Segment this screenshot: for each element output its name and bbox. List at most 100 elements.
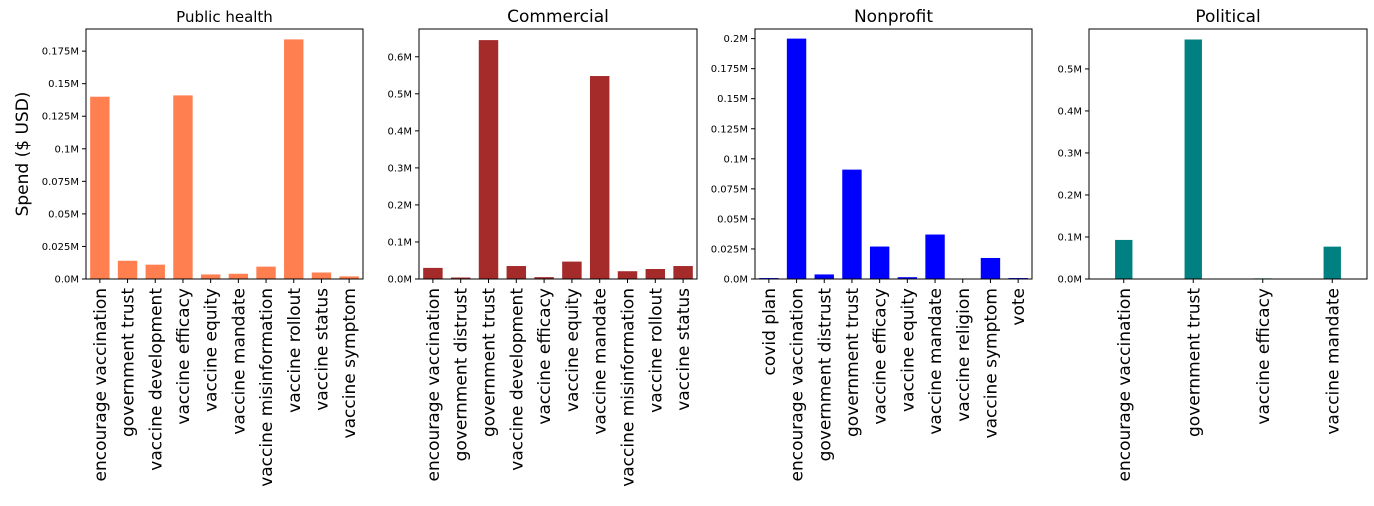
bar-vaccine-misinformation (256, 266, 276, 279)
x-tick-label: encourage vaccination (1115, 288, 1135, 481)
bar-vaccine-equity (897, 277, 918, 279)
bar-vaccine-efficacy (869, 246, 890, 279)
bar-vaccine-equity (200, 274, 221, 279)
x-tick-label: vaccine mandate (926, 288, 946, 435)
x-tick-label: vaccine mandate (229, 288, 249, 435)
x-tick-label: government trust (480, 288, 500, 437)
x-tick-label: vaccine development (146, 288, 166, 471)
bar-vaccine-symptom (339, 276, 359, 279)
x-tick-label: vaccine equity (202, 288, 222, 412)
subplot-title: Commercial (507, 7, 609, 27)
axes-frame (754, 28, 1033, 280)
y-tick-label: 0.125M (711, 124, 748, 135)
x-tick-label: government trust (1184, 288, 1204, 437)
x-tick-label: vaccine rollout (646, 288, 666, 413)
bar-vaccine-development (506, 266, 527, 279)
y-tick-label: 0.3M (387, 163, 412, 174)
subplot-title: Nonprofit (854, 7, 933, 27)
bar-vaccine-symptom (980, 257, 1001, 279)
subplot-public-health: Public health 0.0M 0.025M 0.05M 0.075M 0.1M 0.… (42, 8, 364, 487)
subplot-nonprofit: Nonprofit 0.0M 0.025M 0.05M 0.075M 0.1M 0.125M… (711, 7, 1033, 481)
x-tick-label: vaccine efficacy (1254, 288, 1274, 425)
bar-government-distrust (814, 274, 834, 279)
y-tick-label: 0.175M (711, 64, 748, 75)
y-axis-label: Spend ($ USD) (13, 92, 33, 217)
bar-government-trust (1184, 39, 1202, 280)
y-tick-label: 0.0M (54, 275, 79, 286)
x-tick-label: vaccine efficacy (871, 288, 891, 425)
y-tick-label: 0.0M (1057, 275, 1082, 286)
x-tick-label: vaccine mandate (591, 288, 611, 435)
y-tick-label: 0.2M (387, 200, 412, 211)
x-tick-label: government trust (843, 288, 863, 437)
x-tick-label: vaccine status (674, 288, 694, 411)
bar-vaccine-status (311, 272, 332, 279)
bar-government-trust (478, 40, 499, 279)
x-tick-label: covid plan (760, 288, 780, 375)
x-tick-label: vaccine symptom (340, 288, 360, 438)
x-tick-label: vaccine equity (898, 288, 918, 412)
x-tick-label: vaccine mandate (1323, 288, 1343, 435)
axes-frame (85, 28, 364, 280)
x-tick-label: government distrust (815, 288, 835, 462)
bar-encourage-vaccination (90, 96, 110, 279)
x-tick-label: encourage vaccination (424, 288, 444, 481)
x-tick-label: government distrust (452, 288, 472, 462)
y-tick-label: 0.075M (42, 177, 79, 188)
x-tick-label: encourage vaccination (788, 288, 808, 481)
y-tick-label: 0.175M (42, 47, 79, 58)
axes-frame (418, 28, 698, 280)
x-tick-label: encourage vaccination (91, 288, 111, 481)
bar-vaccine-status (673, 266, 693, 279)
y-tick-label: 0.15M (48, 79, 79, 90)
x-tick-label: government trust (119, 288, 139, 437)
y-tick-label: 0.025M (42, 242, 79, 253)
y-tick-label: 0.4M (387, 126, 412, 137)
bar-vaccine-equity (562, 261, 582, 279)
y-tick-label: 0.1M (1057, 232, 1082, 243)
subplot-title: Public health (176, 8, 273, 26)
x-tick-label: vaccine symptom (981, 288, 1001, 438)
y-tick-label: 0.2M (1057, 190, 1082, 201)
y-tick-label: 0.3M (1057, 148, 1082, 159)
bar-vaccine-mandate (925, 234, 945, 279)
y-tick-label: 0.5M (387, 89, 412, 100)
y-tick-label: 0.025M (711, 244, 748, 255)
y-tick-label: 0.075M (711, 184, 748, 195)
bar-vaccine-efficacy (534, 277, 554, 279)
y-tick-label: 0.1M (54, 144, 79, 155)
bar-government-trust (117, 260, 138, 279)
y-tick-label: 0.1M (387, 237, 412, 248)
subplot-title: Political (1195, 7, 1260, 27)
bar-government-trust (842, 169, 862, 279)
subplot-commercial: Commercial 0.0M 0.1M 0.2M 0.3M 0.4M 0.5M 0.6M en… (387, 7, 698, 487)
bar-vaccine-rollout (645, 269, 666, 279)
bar-government-distrust (450, 277, 471, 279)
y-tick-label: 0.5M (1057, 64, 1082, 75)
y-tick-label: 0.4M (1057, 106, 1082, 117)
y-tick-label: 0.05M (717, 214, 748, 225)
bar-vaccine-development (145, 264, 165, 279)
bar-vaccine-efficacy (173, 95, 193, 279)
x-tick-label: vaccine status (312, 288, 332, 411)
x-tick-label: vaccine misinformation (257, 288, 277, 487)
y-tick-label: 0.6M (387, 52, 412, 63)
y-tick-label: 0.0M (387, 275, 412, 286)
x-tick-label: vaccine equity (563, 288, 583, 412)
bar-vaccine-misinformation (617, 271, 638, 279)
bar-encourage-vaccination (1115, 239, 1133, 279)
y-tick-label: 0.15M (717, 94, 748, 105)
bar-encourage-vaccination (423, 267, 443, 279)
y-tick-label: 0.125M (42, 112, 79, 123)
x-tick-label: vaccine religion (954, 288, 974, 422)
subplot-political: Political 0.0M 0.1M 0.2M 0.3M 0.4M 0.5M encoura… (1057, 7, 1368, 481)
bar-encourage-vaccination (786, 38, 807, 279)
x-tick-label: vote (1009, 288, 1029, 326)
x-tick-label: vaccine misinformation (619, 288, 639, 487)
y-tick-label: 0.05M (48, 209, 79, 220)
y-tick-label: 0.2M (723, 34, 748, 45)
x-tick-label: vaccine development (507, 288, 527, 471)
bar-vaccine-mandate (1323, 246, 1341, 279)
bar-vaccine-rollout (284, 39, 304, 279)
bar-vaccine-mandate (228, 273, 249, 279)
